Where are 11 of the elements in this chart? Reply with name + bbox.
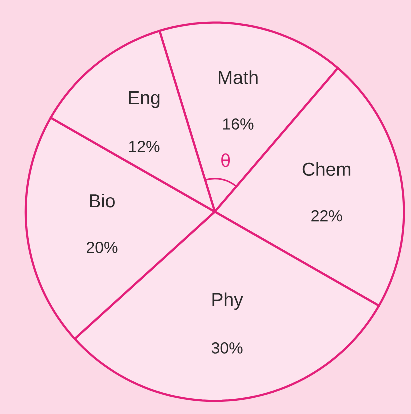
data-label: 20% xyxy=(87,242,118,254)
data-label: 30% xyxy=(212,342,243,354)
data-label: 12% xyxy=(129,141,160,152)
slice-label: Eng xyxy=(129,92,160,108)
slice-label: Bio xyxy=(90,194,115,208)
data-label: 16% xyxy=(223,118,254,130)
slice-label: Phy xyxy=(212,292,244,310)
text: θ xyxy=(222,154,230,168)
data-label: 22% xyxy=(312,210,342,222)
slice-label: Chem xyxy=(302,162,351,176)
slice-label: Math xyxy=(219,70,258,84)
